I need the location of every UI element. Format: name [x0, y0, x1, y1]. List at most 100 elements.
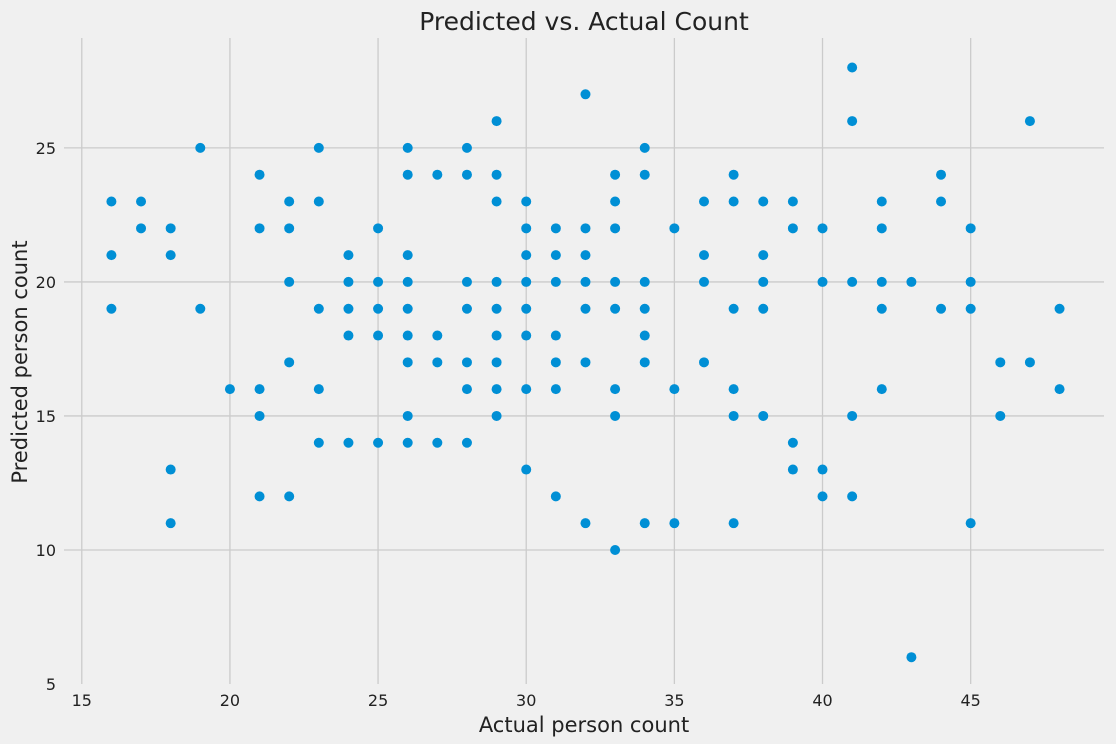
data-point [729, 304, 739, 314]
data-point [966, 304, 976, 314]
data-point [403, 331, 413, 341]
data-point [877, 277, 887, 287]
data-point [610, 384, 620, 394]
data-point [580, 89, 590, 99]
x-tick-label: 30 [516, 691, 536, 710]
data-point [521, 331, 531, 341]
data-point [284, 223, 294, 233]
data-point [403, 438, 413, 448]
data-point [373, 304, 383, 314]
data-point [818, 277, 828, 287]
chart-title: Predicted vs. Actual Count [419, 7, 749, 36]
data-point [669, 384, 679, 394]
data-point [462, 170, 472, 180]
data-point [492, 357, 502, 367]
data-point [255, 384, 265, 394]
data-point [877, 197, 887, 207]
data-point [492, 277, 502, 287]
data-point [551, 491, 561, 501]
data-point [847, 62, 857, 72]
data-point [966, 223, 976, 233]
data-point [936, 304, 946, 314]
data-point [699, 250, 709, 260]
data-point [521, 197, 531, 207]
data-point [699, 357, 709, 367]
data-point [640, 304, 650, 314]
data-point [403, 411, 413, 421]
data-point [669, 223, 679, 233]
data-point [758, 250, 768, 260]
data-point [906, 277, 916, 287]
data-point [699, 277, 709, 287]
data-point [373, 223, 383, 233]
data-point [995, 411, 1005, 421]
data-point [314, 438, 324, 448]
data-point [106, 197, 116, 207]
y-tick-label: 5 [46, 675, 56, 694]
data-point [788, 465, 798, 475]
x-tick-label: 20 [220, 691, 240, 710]
data-point [492, 384, 502, 394]
data-point [492, 411, 502, 421]
data-point [640, 170, 650, 180]
data-point [462, 384, 472, 394]
data-point [284, 357, 294, 367]
data-point [729, 197, 739, 207]
data-point [462, 304, 472, 314]
y-axis-label: Predicted person count [8, 240, 32, 483]
data-point [492, 331, 502, 341]
data-point [729, 411, 739, 421]
data-point [314, 197, 324, 207]
data-point [403, 357, 413, 367]
data-point [610, 223, 620, 233]
data-point [492, 304, 502, 314]
data-point [255, 223, 265, 233]
data-point [195, 143, 205, 153]
data-point [729, 518, 739, 528]
data-point [432, 170, 442, 180]
data-point [580, 518, 590, 528]
x-tick-label: 15 [72, 691, 92, 710]
data-point [314, 384, 324, 394]
data-point [610, 170, 620, 180]
y-tick-label: 15 [36, 407, 56, 426]
data-point [610, 545, 620, 555]
data-point [966, 277, 976, 287]
x-tick-label: 25 [368, 691, 388, 710]
data-point [640, 518, 650, 528]
data-point [551, 250, 561, 260]
data-point [492, 116, 502, 126]
data-point [758, 197, 768, 207]
data-point [758, 304, 768, 314]
data-point [580, 250, 590, 260]
data-point [284, 277, 294, 287]
data-point [403, 170, 413, 180]
data-point [166, 518, 176, 528]
x-tick-label: 35 [664, 691, 684, 710]
data-point [847, 411, 857, 421]
data-point [847, 277, 857, 287]
data-point [373, 331, 383, 341]
data-point [462, 143, 472, 153]
data-point [551, 277, 561, 287]
data-point [936, 170, 946, 180]
data-point [136, 223, 146, 233]
data-point [640, 277, 650, 287]
data-point [818, 223, 828, 233]
data-point [729, 170, 739, 180]
data-point [166, 465, 176, 475]
data-point [343, 304, 353, 314]
data-point [699, 197, 709, 207]
data-point [106, 250, 116, 260]
data-point [432, 438, 442, 448]
data-point [847, 491, 857, 501]
data-point [610, 277, 620, 287]
data-point [966, 518, 976, 528]
data-point [551, 357, 561, 367]
data-point [492, 170, 502, 180]
data-point [314, 304, 324, 314]
y-tick-label: 25 [36, 139, 56, 158]
data-point [106, 304, 116, 314]
